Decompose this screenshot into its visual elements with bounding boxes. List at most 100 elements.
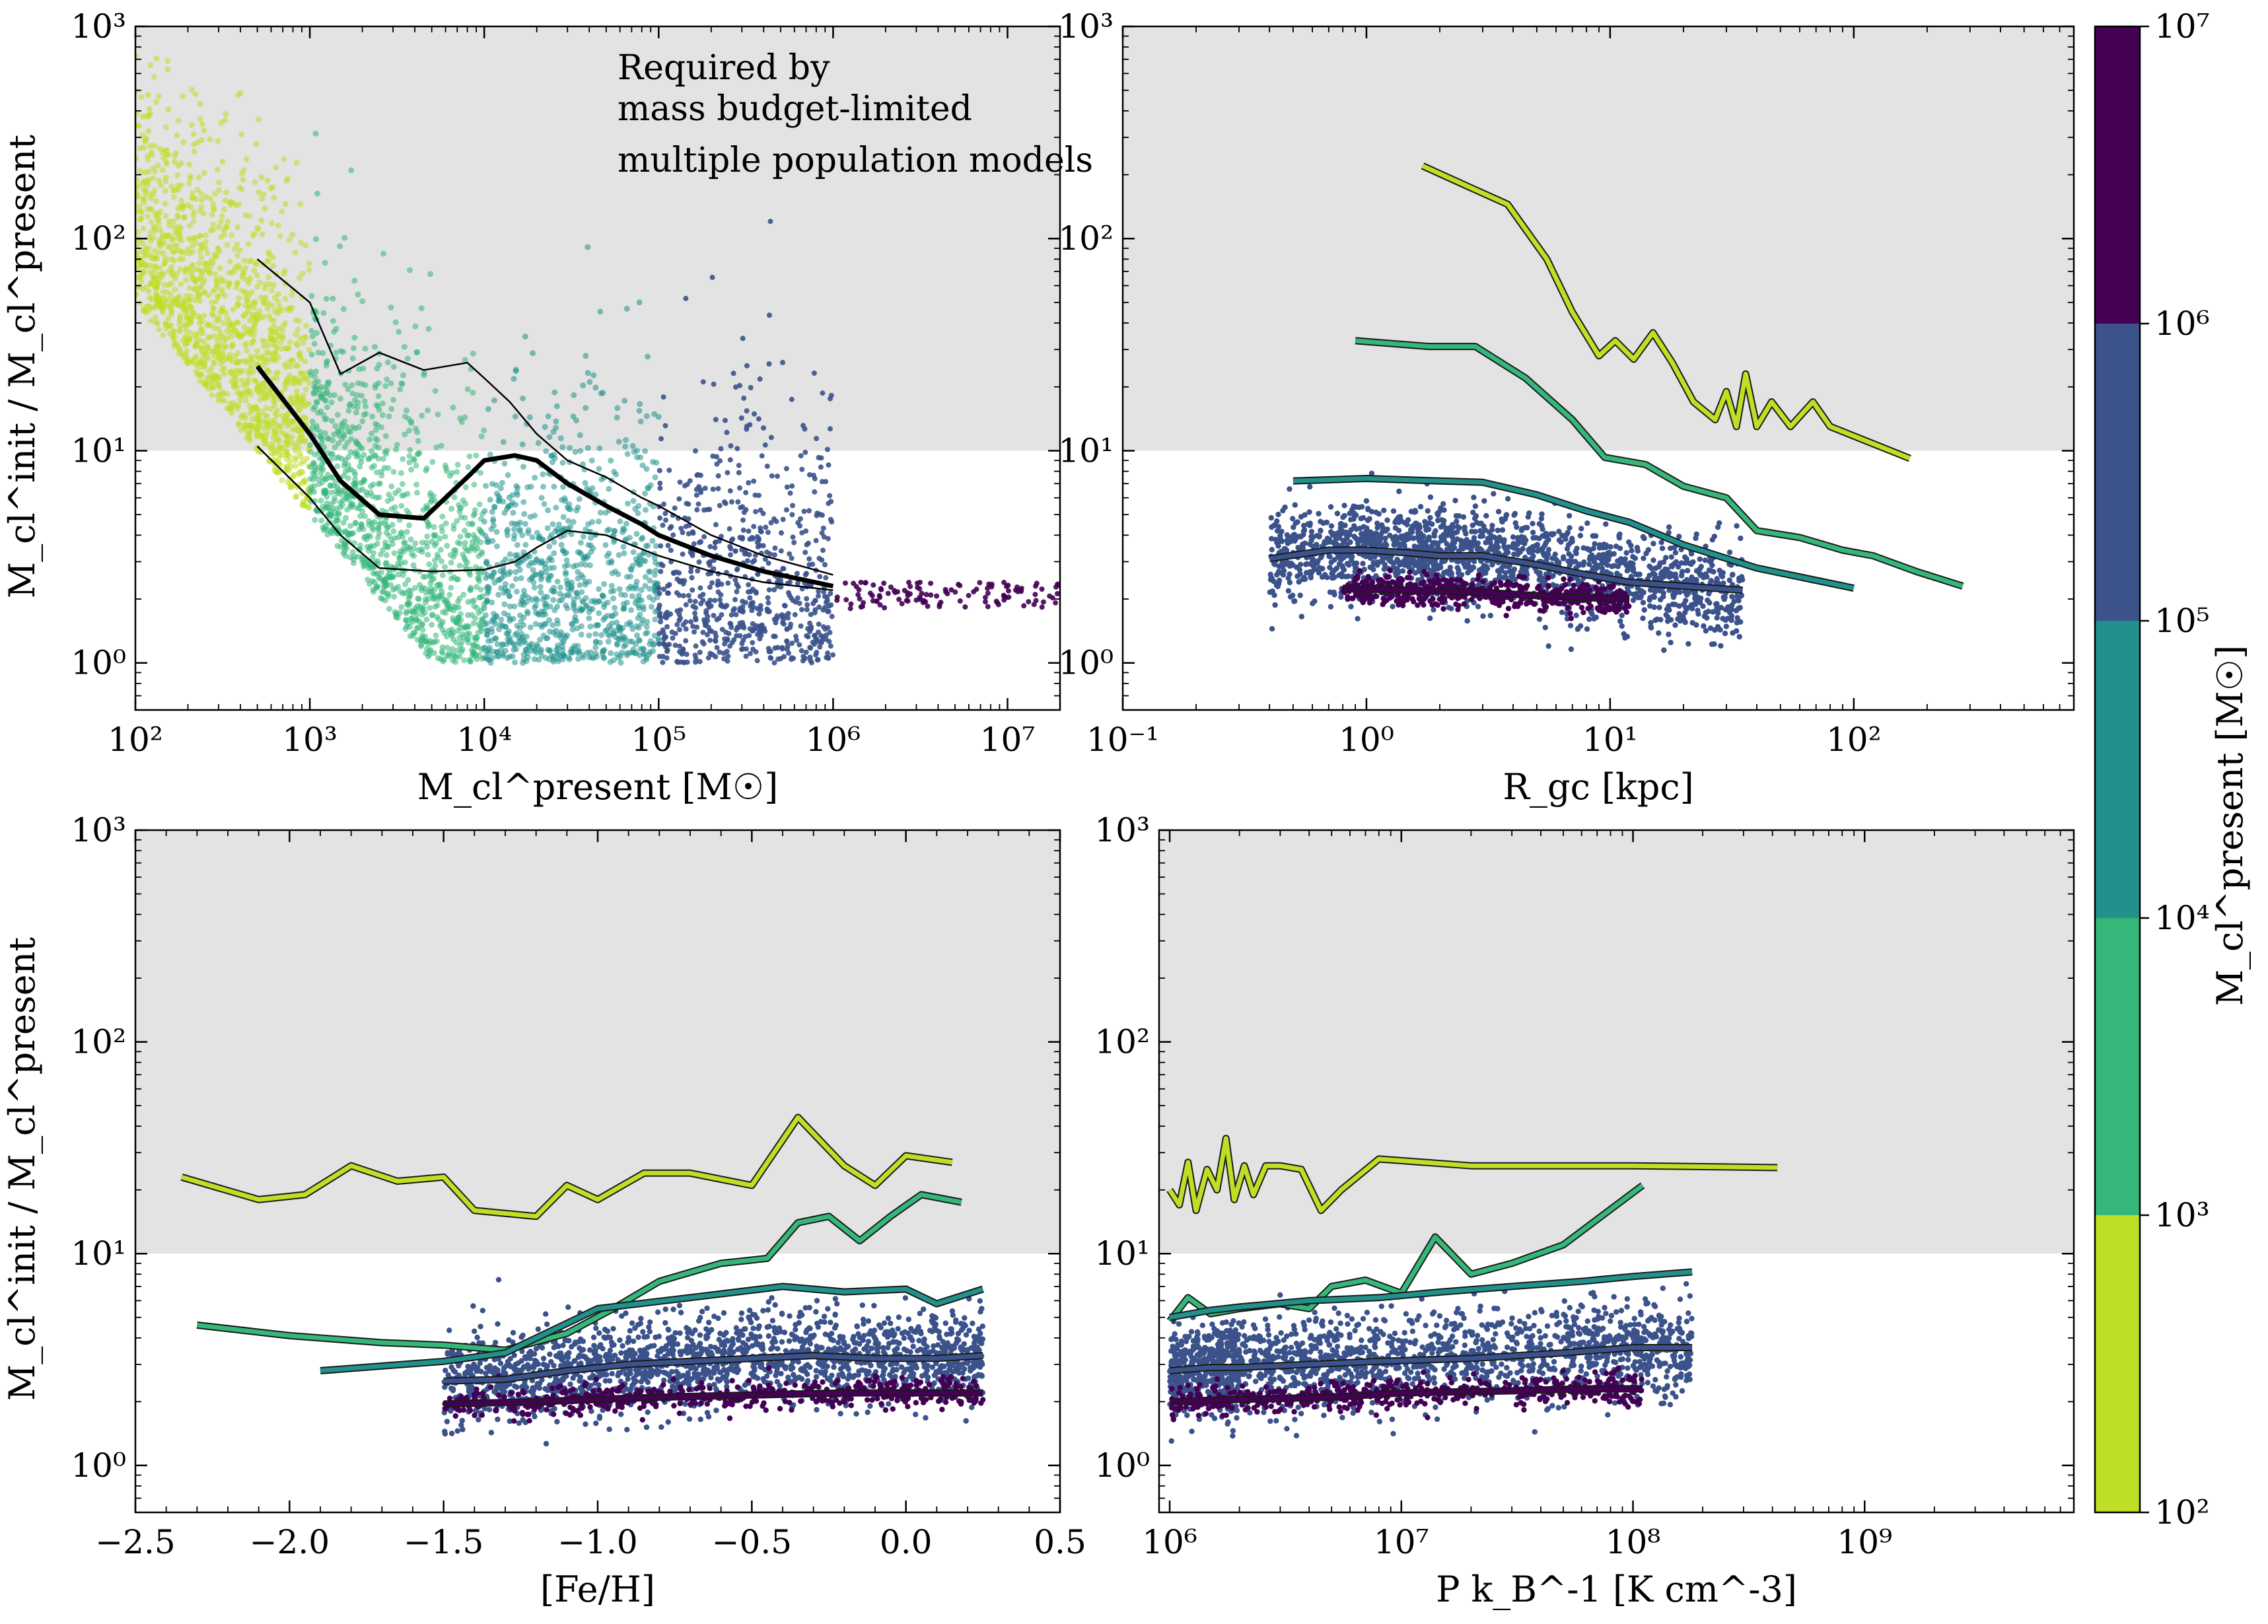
scatter-point: [183, 328, 190, 334]
scatter-point: [210, 376, 217, 382]
scatter-point: [705, 571, 711, 577]
scatter-point: [323, 415, 330, 422]
scatter-point: [390, 528, 397, 534]
scatter-point: [393, 614, 400, 621]
scatter-point: [822, 594, 828, 600]
scatter-point: [448, 505, 454, 512]
scatter-point: [347, 429, 353, 435]
scatter-point: [569, 621, 575, 627]
scatter-point: [464, 386, 471, 392]
scatter-point: [197, 207, 203, 214]
scatter-point: [380, 547, 386, 553]
scatter-point: [178, 182, 184, 188]
scatter-point: [576, 496, 583, 503]
x-tick-label: 10⁵: [631, 721, 686, 759]
scatter-point: [595, 622, 601, 629]
scatter-point: [728, 625, 734, 630]
scatter-point: [254, 272, 260, 279]
scatter-point: [225, 219, 231, 225]
scatter-point: [551, 550, 557, 557]
scatter-point: [226, 269, 232, 276]
scatter-point: [170, 187, 176, 194]
scatter-point: [640, 606, 647, 613]
scatter-point: [466, 656, 473, 663]
scatter-point: [370, 526, 376, 533]
scatter-point: [328, 399, 335, 406]
scatter-point: [766, 587, 772, 593]
scatter-point: [637, 646, 644, 652]
scatter-point: [952, 589, 958, 595]
scatter-point: [458, 514, 464, 520]
scatter-point: [715, 589, 721, 595]
scatter-point: [1666, 631, 1672, 637]
scatter-point: [269, 351, 276, 358]
scatter-point: [605, 639, 612, 645]
scatter-point: [201, 289, 207, 296]
scatter-point: [174, 132, 180, 139]
scatter-point: [266, 312, 272, 319]
scatter-point: [561, 526, 568, 532]
scatter-point: [564, 581, 571, 588]
scatter-point: [694, 507, 700, 512]
scatter-point: [806, 556, 812, 562]
scatter-point: [309, 333, 316, 339]
scatter-point: [575, 575, 581, 582]
scatter-point: [580, 534, 586, 540]
scatter-point: [357, 513, 364, 519]
scatter-point: [164, 66, 171, 73]
scatter-point: [334, 463, 341, 470]
scatter-point: [821, 589, 827, 595]
scatter-point: [197, 232, 204, 239]
scatter-point: [324, 358, 331, 365]
scatter-point: [470, 390, 476, 396]
scatter-point: [1714, 615, 1720, 621]
scatter-point: [405, 577, 411, 583]
scatter-point: [517, 612, 523, 619]
scatter-point: [690, 550, 695, 556]
scatter-point: [234, 320, 241, 326]
scatter-point: [258, 217, 265, 224]
scatter-point: [147, 318, 154, 324]
scatter-point: [604, 553, 610, 559]
scatter-point: [1530, 520, 1536, 526]
scatter-point: [725, 637, 730, 643]
scatter-point: [733, 612, 739, 618]
scatter-point: [372, 382, 379, 388]
scatter-point: [638, 586, 645, 593]
scatter-point: [148, 219, 155, 225]
scatter-point: [481, 644, 488, 651]
scatter-point: [358, 459, 365, 466]
scatter-point: [800, 423, 806, 429]
scatter-point: [143, 113, 150, 120]
scatter-point: [606, 485, 612, 492]
scatter-point: [672, 505, 678, 511]
scatter-point: [781, 566, 787, 572]
scatter-point: [284, 452, 291, 458]
scatter-point: [383, 590, 390, 597]
scatter-point: [308, 328, 315, 334]
scatter-point: [1563, 536, 1569, 542]
scatter-point: [783, 507, 789, 512]
scatter-point: [174, 295, 180, 301]
scatter-point: [166, 232, 173, 238]
scatter-point: [744, 363, 750, 369]
scatter-point: [715, 485, 721, 491]
scatter-point: [737, 382, 742, 388]
scatter-point: [1360, 561, 1366, 567]
scatter-point: [251, 322, 258, 329]
scatter-point: [618, 591, 625, 598]
scatter-point: [726, 526, 732, 532]
scatter-point: [567, 444, 573, 451]
scatter-point: [273, 375, 280, 382]
scatter-point: [306, 442, 313, 448]
scatter-point: [1001, 579, 1007, 585]
scatter-point: [740, 598, 746, 604]
scatter-point: [145, 168, 152, 175]
scatter-point: [493, 528, 500, 535]
scatter-point: [361, 411, 367, 418]
scatter-point: [229, 343, 235, 350]
scatter-point: [672, 631, 678, 637]
scatter-point: [592, 631, 599, 637]
scatter-point: [448, 575, 454, 582]
scatter-point: [178, 197, 185, 204]
